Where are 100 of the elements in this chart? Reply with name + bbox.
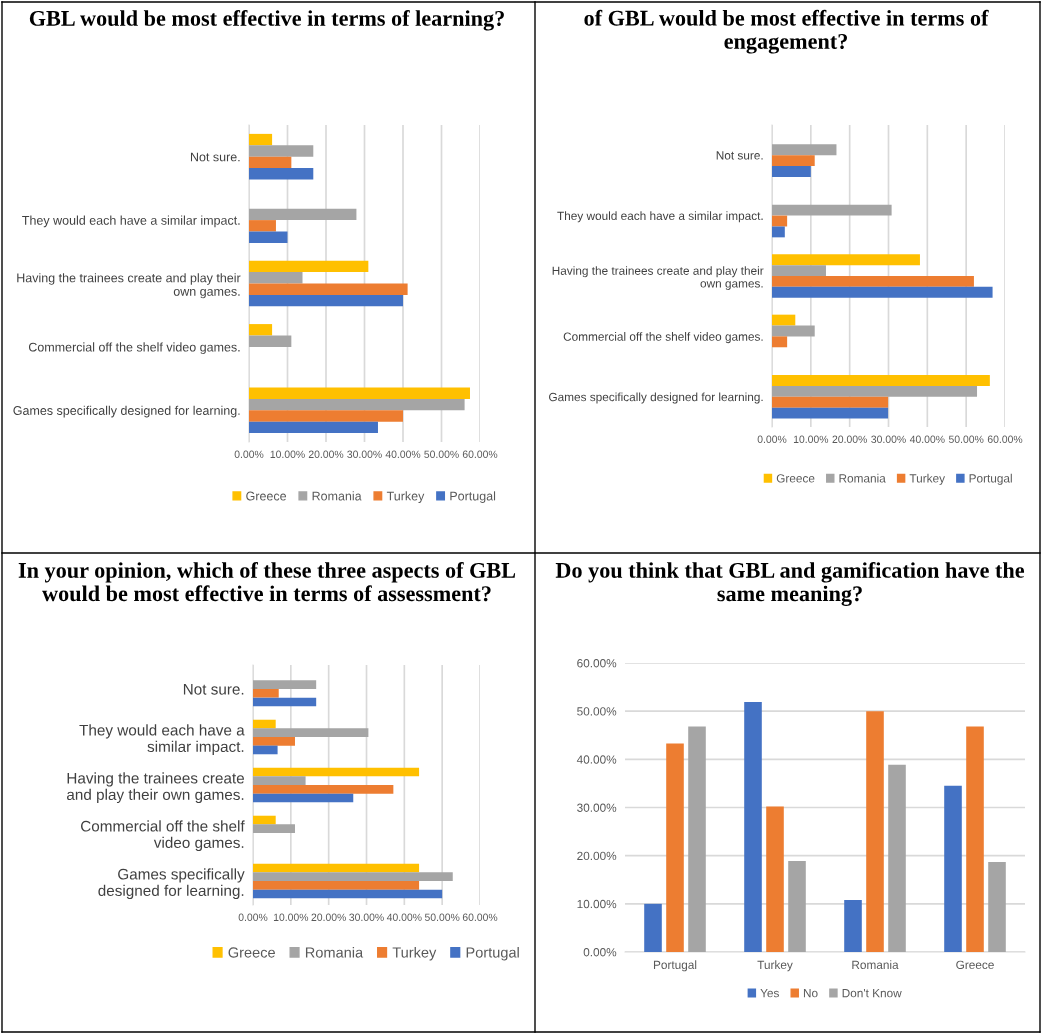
bar [772, 155, 815, 167]
bar [944, 785, 962, 952]
x-tick-label: 10.00% [270, 450, 305, 458]
legend-label: No [803, 989, 818, 998]
bar [249, 283, 408, 295]
bar [888, 764, 906, 952]
bar [253, 785, 394, 794]
bar [772, 336, 788, 348]
bar [772, 396, 889, 408]
legend-label: Don't Know [842, 989, 902, 998]
y-tick-label: Not sure. [183, 684, 244, 695]
bar [772, 286, 993, 298]
legend-label: Turkey [386, 491, 425, 503]
bar [988, 861, 1006, 952]
bar [644, 903, 662, 952]
y-tick-label: 10.00% [577, 899, 617, 909]
bar [772, 254, 920, 266]
bar [249, 272, 303, 284]
bar [253, 697, 317, 707]
y-tick-label: Having the trainees create and play their own games. [552, 266, 764, 290]
x-tick-label: 0.00% [234, 450, 264, 458]
x-tick-label: Portugal [653, 960, 697, 972]
y-tick-label: 40.00% [576, 755, 617, 764]
bar [249, 294, 403, 307]
chart-title: of GBL would be most effective in terms of engagement? [584, 9, 989, 54]
x-tick-label: 0.00% [757, 435, 787, 443]
bar [249, 231, 288, 243]
bar [772, 215, 788, 227]
bar [249, 398, 465, 411]
y-tick-label: Having the trainees create and play their own games. [17, 273, 241, 299]
y-tick-label: Having the trainees create and play their own games. [66, 772, 244, 804]
bar [253, 680, 317, 689]
chart-title: In your opinion, which of these three aspects of GBL would be most effective in terms of assessment? [18, 562, 516, 602]
x-tick-label: 60.00% [462, 450, 498, 458]
bar [253, 824, 295, 833]
bar [253, 889, 443, 899]
x-tick-label: 20.00% [308, 450, 344, 458]
x-tick-label: Romania [852, 960, 899, 969]
bar [253, 881, 420, 890]
legend-label: Greece [228, 947, 275, 958]
bar [772, 166, 811, 177]
bar [966, 726, 984, 952]
bar [688, 726, 706, 952]
x-tick-label: Turkey [757, 960, 793, 972]
x-tick-label: 40.00% [386, 913, 422, 921]
bar [766, 806, 784, 952]
legend-label: Greece [246, 491, 287, 501]
bar [253, 767, 420, 777]
bar [249, 168, 314, 180]
bar [253, 863, 420, 873]
bar [253, 728, 369, 737]
bar [249, 335, 292, 347]
bar [788, 860, 806, 952]
x-tick-label: 10.00% [273, 913, 309, 921]
bar [772, 325, 815, 337]
x-tick-label: 0.00% [238, 913, 268, 921]
legend-label: Romania [312, 491, 362, 501]
legend-label: Greece [776, 474, 815, 483]
y-tick-label: Not sure. [190, 152, 240, 162]
y-tick-label: 0.00% [583, 948, 617, 957]
x-tick-label: Greece [956, 960, 994, 969]
bar [666, 743, 684, 952]
bar [253, 872, 453, 881]
bar [249, 410, 403, 422]
bar [772, 265, 826, 276]
bar [772, 276, 974, 287]
bar [249, 387, 470, 399]
legend-label: Yes [760, 989, 779, 998]
bar [253, 719, 276, 729]
bar [253, 745, 278, 755]
y-tick-label: Games specifically designed for learning. [98, 868, 245, 900]
legend-label: Turkey [909, 473, 945, 485]
y-tick-label: Commercial off the shelf video games. [81, 820, 245, 852]
x-tick-label: 20.00% [311, 913, 346, 921]
bar [772, 385, 978, 397]
bar [253, 776, 306, 785]
bar [253, 793, 354, 803]
legend-label: Portugal [969, 473, 1012, 485]
legend-label: Romania [839, 473, 886, 483]
x-tick-label: 10.00% [793, 435, 829, 443]
y-tick-label: 30.00% [577, 803, 617, 812]
bar [253, 689, 279, 698]
chart-title: GBL would be most effective in terms of learning? [29, 10, 504, 31]
x-tick-label: 50.00% [424, 913, 460, 921]
y-tick-label: 60.00% [577, 659, 617, 668]
y-tick-label: They would each have a similar impact. [79, 724, 245, 756]
y-tick-label: Not sure. [716, 151, 763, 160]
x-tick-label: 60.00% [987, 435, 1023, 443]
bar [249, 324, 273, 336]
bar [772, 375, 990, 386]
bar [249, 156, 292, 169]
bar [249, 133, 273, 146]
x-tick-label: 30.00% [349, 913, 384, 921]
y-tick-label: Commercial off the shelf video games. [28, 342, 240, 355]
bar [249, 260, 369, 273]
x-tick-label: 30.00% [347, 450, 382, 458]
x-tick-label: 40.00% [909, 435, 945, 443]
x-tick-label: 60.00% [462, 913, 498, 921]
y-tick-label: They would each have a similar impact. [557, 211, 763, 223]
bar [772, 226, 785, 238]
